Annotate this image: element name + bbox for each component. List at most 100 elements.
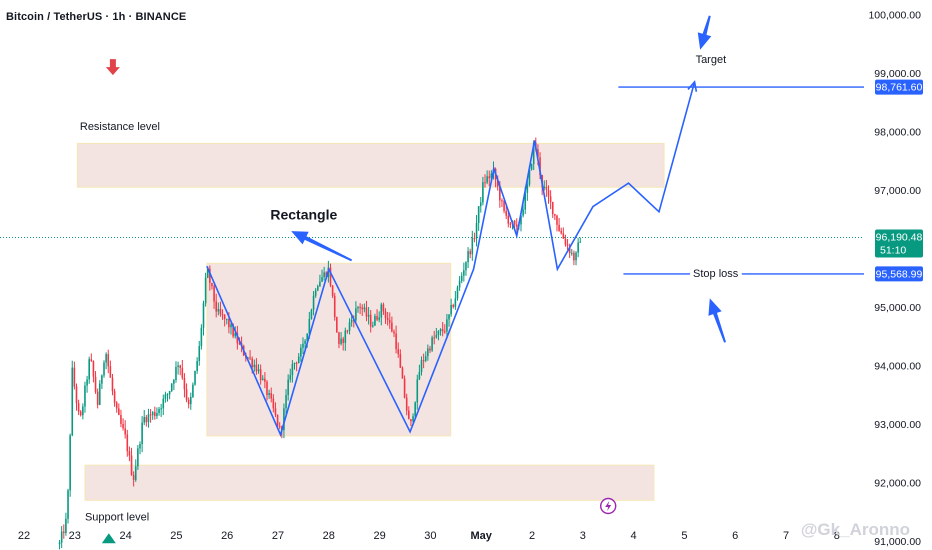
resistance-marker-arrow[interactable] [105,59,120,76]
candle-body [365,307,368,317]
candle-body [75,386,78,404]
x-tick-label: 7 [783,530,789,542]
candle-body [185,389,188,400]
candle-body [456,287,459,299]
candle-body [247,357,249,359]
candle-body [505,210,507,216]
rectangle-zone[interactable] [206,262,452,437]
candle-body [410,419,412,422]
y-tick-label: 92,000.00 [874,478,921,490]
support-marker-arrow[interactable] [101,533,116,544]
candle-body [380,304,383,318]
candle-body [558,224,560,231]
candle-body [321,277,323,282]
candle-body [528,169,531,185]
x-tick-label: 29 [373,530,385,542]
candle-body [316,286,319,291]
candle-body [530,164,533,170]
candle-body [323,272,325,278]
candle-body [293,362,296,365]
candle-body [524,192,527,210]
stoploss-pointer-arrow[interactable] [708,298,726,343]
candle-body [403,378,406,398]
rectangle-label[interactable]: Rectangle [270,206,337,222]
candle-body [158,409,160,414]
candle-body [302,343,304,348]
candle-body [465,262,467,271]
candle-body [537,149,539,158]
candle-body [382,304,385,312]
x-tick-label: 5 [681,530,687,542]
candle-body [501,200,503,202]
candle-body [378,317,380,320]
candle-body [484,182,486,184]
candle-body [103,362,105,376]
candle-body [499,186,501,201]
candle-body [228,318,230,328]
candle-body [164,394,167,399]
candle-body [554,214,556,216]
pattern-projection-line[interactable] [206,81,696,438]
resistance-zone[interactable] [76,142,665,188]
candle-body [126,434,129,452]
candle-body [130,455,133,476]
x-tick-label: 28 [323,530,335,542]
candle-body [507,215,510,224]
candle-body [547,189,550,197]
candle-body [520,215,522,225]
resistance-label[interactable]: Resistance level [80,121,160,133]
current-price-tag[interactable] [875,229,923,258]
x-tick-label: 4 [631,530,637,542]
target-label[interactable]: Target [696,54,727,66]
candle-body [446,319,448,332]
stoploss-price-tag[interactable] [875,266,923,282]
candle-body [556,215,558,225]
x-tick-label: 30 [424,530,436,542]
candle-body [160,408,162,410]
candle-body [471,238,474,255]
candle-body [496,179,499,187]
rectangle-pointer-arrow[interactable] [291,231,353,262]
candle-body [270,393,273,399]
candle-body [395,333,397,350]
candle-body [312,295,315,310]
candle-body [297,356,300,364]
current-price-label: 96,190.48 [876,232,923,244]
symbol-title[interactable]: Bitcoin / TetherUS · 1h · BINANCE [6,11,187,23]
lightning-icon[interactable] [600,497,617,515]
candle-body [393,331,395,334]
x-tick-label: 24 [119,530,131,542]
candle-body [463,270,465,276]
candle-body [452,304,455,308]
target-pointer-arrow[interactable] [697,15,712,50]
candle-body [374,316,376,326]
candle-body [344,330,347,343]
candle-body [551,201,554,215]
candle-body [101,375,103,384]
stoploss-label[interactable]: Stop loss [693,268,739,280]
x-tick-label: May [470,530,492,542]
candle-body [448,314,450,320]
candle-body [266,381,268,396]
candle-body [69,435,71,491]
candle-body [276,414,279,427]
stoploss-price-label: 95,568.99 [876,268,923,280]
candle-body [467,251,469,263]
candle-body [522,209,524,216]
candle-body [346,330,349,332]
candle-body [232,324,234,337]
candle-body [111,377,114,392]
candle-body [575,252,577,261]
candle-body [92,361,95,377]
candle-body [166,394,169,396]
y-tick-label: 99,000.00 [874,68,921,80]
candle-body [560,230,563,234]
candle-body [460,275,463,281]
candle-body [509,223,512,225]
support-zone[interactable] [84,464,655,501]
target-price-tag[interactable] [875,79,923,95]
support-label[interactable]: Support level [85,512,149,524]
candle-body [437,331,440,335]
